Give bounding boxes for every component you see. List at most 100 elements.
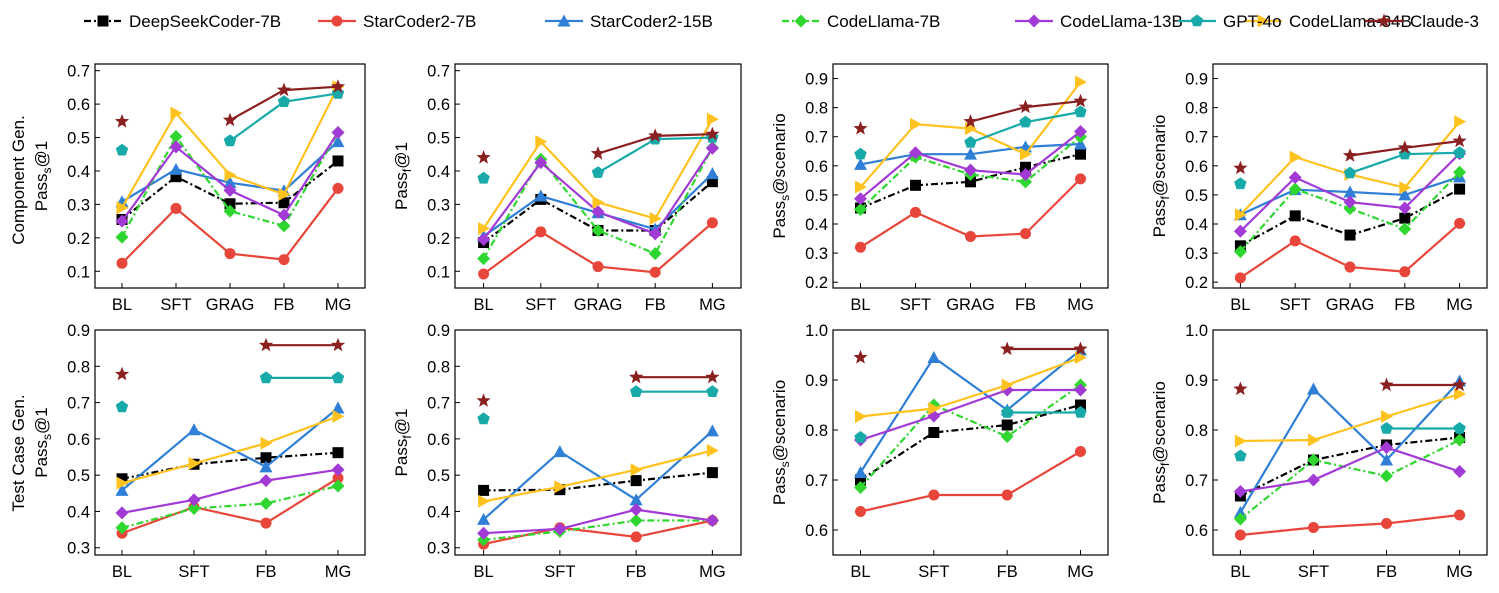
series-codellama-13b — [477, 141, 719, 247]
point-deepseekcoder-7b — [706, 176, 718, 188]
y-tick-label: 0.3 — [805, 245, 828, 263]
x-tick-label: MG — [699, 296, 726, 314]
point-starcoder2-15b — [964, 147, 977, 160]
point-codellama-7b — [591, 223, 605, 237]
y-tick-label: 0.4 — [1185, 216, 1208, 234]
point-starcoder2-15b — [259, 460, 273, 473]
point-gpt-4o — [854, 431, 867, 443]
x-tick-label: FB — [997, 563, 1018, 581]
series-codellama-34b — [855, 75, 1087, 194]
point-claude-3 — [629, 369, 644, 384]
point-codellama-7b — [629, 514, 643, 528]
series-line-codellama-7b — [1239, 439, 1461, 520]
point-gpt-4o — [331, 371, 345, 384]
point-gpt-4o — [964, 136, 977, 148]
series-codellama-13b — [477, 503, 719, 540]
point-codellama-13b — [331, 463, 345, 477]
y-tick-label: 0.8 — [427, 358, 450, 376]
panel-r1-c1: 0.3 0.4 0.5 0.6 0.7 0.8 0.9 BL SFT FB MG Passf@1 — [392, 322, 742, 581]
point-codellama-7b — [854, 202, 867, 216]
point-codellama-34b — [1454, 115, 1467, 129]
point-codellama-7b — [477, 533, 491, 547]
point-codellama-34b — [1399, 181, 1412, 195]
point-starcoder2-15b — [1343, 185, 1357, 198]
point-gpt-4o — [630, 385, 643, 397]
legend-label-codellama-13b: CodeLlama-13B — [1060, 12, 1183, 31]
y-tick-label: 0.5 — [1185, 187, 1208, 205]
y-tick-label: 0.3 — [67, 196, 90, 214]
point-starcoder2-7b — [1234, 272, 1246, 284]
series-line-codellama-7b — [483, 519, 713, 541]
y-tick-label: 0.4 — [67, 163, 90, 181]
point-codellama-34b — [1289, 150, 1302, 164]
series-claude-3 — [853, 93, 1088, 135]
point-codellama-13b — [648, 227, 662, 241]
y-tick-label: 0.9 — [427, 322, 450, 340]
panel-r1-c3: 0.6 0.7 0.8 0.9 1.0 BL SFT FB MG Passf@scenario — [1150, 322, 1488, 581]
point-codellama-7b — [115, 230, 129, 244]
point-starcoder2-7b — [706, 217, 718, 229]
point-starcoder2-15b — [854, 466, 867, 478]
point-claude-3 — [222, 112, 238, 127]
series-starcoder2-15b — [115, 401, 345, 496]
point-deepseekcoder-7b — [1075, 148, 1086, 160]
y-tick-label: 0.4 — [805, 216, 828, 234]
y-tick-label: 0.8 — [805, 422, 828, 440]
series-line-codellama-34b — [483, 449, 713, 503]
y-tick-label: 0.6 — [427, 96, 450, 114]
point-starcoder2-7b — [478, 268, 490, 280]
legend-marker-gpt-4o — [1190, 14, 1204, 27]
point-codellama-7b — [223, 204, 237, 218]
y-tick-label: 0.4 — [427, 163, 450, 181]
y-tick-label: 0.7 — [1185, 472, 1208, 490]
y-tick-label: 0.5 — [67, 130, 90, 148]
y-tick-label: 0.6 — [1185, 522, 1208, 540]
series-codellama-13b — [854, 383, 1087, 447]
y-tick-label: 0.2 — [805, 274, 828, 292]
series-claude-3 — [114, 337, 346, 381]
point-gpt-4o — [277, 95, 291, 107]
point-codellama-34b — [1307, 433, 1320, 447]
y-tick-label: 0.5 — [805, 187, 828, 205]
y-tick-label: 0.7 — [67, 395, 90, 413]
x-tick-label: MG — [325, 563, 352, 581]
series-line-codellama-13b — [483, 508, 713, 535]
x-tick-label: FB — [1394, 296, 1415, 314]
x-tick-label: GRAG — [1326, 296, 1375, 314]
point-claude-3 — [258, 337, 274, 352]
x-tick-label: SFT — [1280, 296, 1311, 314]
series-codellama-34b — [1234, 387, 1467, 448]
point-codellama-34b — [260, 436, 273, 450]
point-gpt-4o — [1019, 115, 1032, 128]
point-codellama-13b — [1233, 485, 1247, 498]
y-tick-label: 0.9 — [1185, 372, 1208, 390]
x-tick-label: SFT — [160, 296, 191, 314]
point-starcoder2-7b — [855, 241, 866, 253]
point-codellama-34b — [855, 410, 867, 423]
y-tick-label: 1.0 — [805, 322, 828, 340]
x-tick-label: MG — [1067, 563, 1094, 581]
point-deepseekcoder-7b — [706, 467, 718, 479]
y-tick-label: 0.3 — [67, 540, 90, 558]
y-axis-label: Passf@1 — [392, 409, 414, 477]
series-starcoder2-15b — [477, 424, 719, 525]
y-axis-label: Passs@1 — [32, 141, 54, 212]
y-tick-label: 0.7 — [67, 63, 90, 81]
x-tick-label: BL — [850, 563, 870, 581]
point-starcoder2-7b — [1454, 509, 1466, 521]
y-tick-label: 0.5 — [427, 467, 450, 485]
series-codellama-13b — [1233, 147, 1467, 238]
point-codellama-7b — [1306, 453, 1320, 467]
y-tick-label: 0.7 — [427, 63, 450, 81]
point-deepseekcoder-7b — [332, 155, 344, 167]
x-tick-label: GRAG — [946, 296, 995, 314]
point-codellama-13b — [1074, 124, 1087, 138]
point-starcoder2-7b — [1075, 173, 1086, 185]
point-codellama-7b — [1380, 469, 1394, 483]
point-codellama-34b — [224, 168, 237, 182]
point-starcoder2-7b — [1344, 261, 1356, 273]
point-deepseekcoder-7b — [928, 427, 940, 438]
legend-marker-codellama-13b — [1027, 14, 1041, 28]
panel-r0-c3: 0.2 0.3 0.4 0.5 0.6 0.7 0.8 0.9 BL SFT GRAG FB MG Pas… — [1150, 63, 1488, 314]
point-deepseekcoder-7b — [1399, 212, 1411, 224]
